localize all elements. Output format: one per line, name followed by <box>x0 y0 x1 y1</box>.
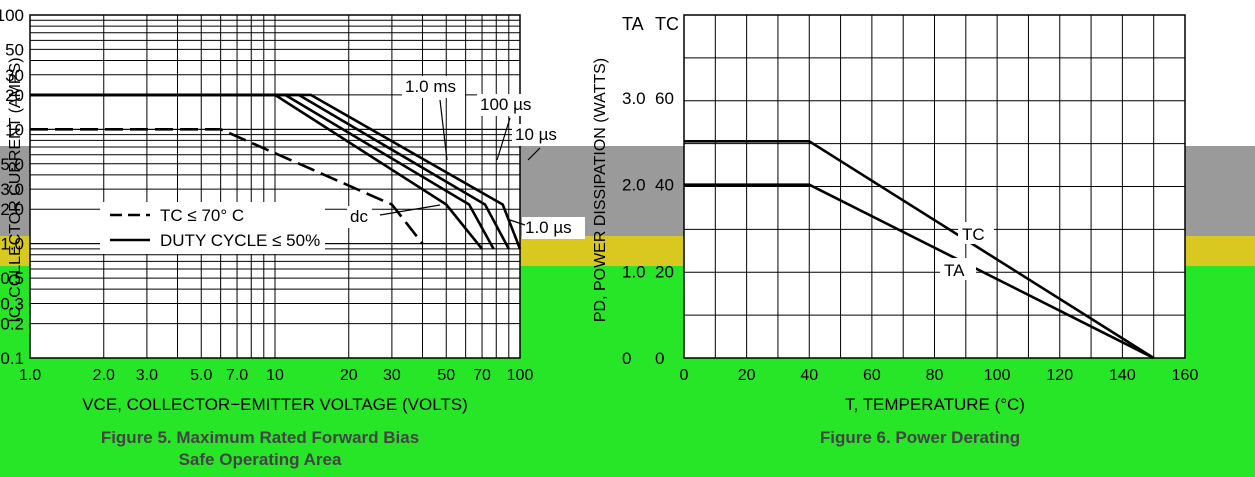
y-tick-tc: 20 <box>655 262 674 281</box>
annotation-10µs: 10 µs <box>515 125 557 144</box>
x-tick-label: 20 <box>340 367 358 384</box>
axis-header-tc: TC <box>655 14 679 34</box>
annotation-leader <box>509 219 526 226</box>
x-tick-label: 80 <box>926 367 944 384</box>
x-tick-label: 3.0 <box>136 367 158 384</box>
x-tick-label: 100 <box>984 367 1011 384</box>
y-tick-label: 10 <box>5 120 24 139</box>
y-tick-ta: 1.0 <box>622 262 646 281</box>
legend-box <box>100 202 325 254</box>
y-tick-label: 0.3 <box>0 294 24 313</box>
x-axis-title: VCE, COLLECTOR−EMITTER VOLTAGE (VOLTS) <box>82 395 468 414</box>
x-tick-label: 40 <box>800 367 818 384</box>
x-tick-label: 70 <box>473 367 491 384</box>
series-line-ta <box>684 183 1155 360</box>
series-line-3 <box>30 93 522 250</box>
y-tick-label: 0.5 <box>0 269 24 288</box>
x-axis-title: T, TEMPERATURE (°C) <box>845 395 1025 414</box>
x-tick-label: 7.0 <box>226 367 248 384</box>
annotation-bg <box>347 206 372 228</box>
annotation-10ms: 1.0 ms <box>405 77 456 96</box>
annotation-bg <box>512 124 566 146</box>
y-tick-label: 0.1 <box>0 349 24 368</box>
y-tick-tc: 40 <box>655 176 674 195</box>
x-tick-label: 10 <box>266 367 284 384</box>
annotation-leader <box>439 99 448 161</box>
annotation-100µs: 100 µs <box>480 95 531 114</box>
x-tick-label: 120 <box>1046 367 1073 384</box>
figure6-caption: Figure 6. Power Derating <box>819 428 1021 447</box>
x-tick-label: 30 <box>383 367 401 384</box>
annotation-bg <box>402 76 465 98</box>
annotation-leader <box>496 117 511 161</box>
annotation-bg <box>477 94 540 116</box>
x-tick-label: 0 <box>680 367 689 384</box>
legend-label-tc: TC ≤ 70° C <box>160 206 244 225</box>
x-tick-label: 100 <box>507 367 534 384</box>
y-tick-label: 3.0 <box>0 180 24 199</box>
y-axis-title: IC, COLLECTOR CURRENT (AMPS) <box>7 57 24 322</box>
annotation-leader <box>379 204 441 216</box>
y-tick-label: 30 <box>5 66 24 85</box>
x-tick-label: 140 <box>1109 367 1136 384</box>
annotation-leader <box>527 147 541 161</box>
y-tick-label: 50 <box>5 40 24 59</box>
x-tick-label: 2.0 <box>93 367 115 384</box>
legend-label-duty: DUTY CYCLE ≤ 50% <box>160 231 320 250</box>
x-tick-label: 20 <box>738 367 756 384</box>
y-tick-ta: 2.0 <box>622 176 646 195</box>
x-tick-label: 50 <box>437 367 455 384</box>
annotation-bg <box>522 217 585 239</box>
y-tick-tc: 0 <box>655 349 664 368</box>
series-line-tc <box>684 140 1155 360</box>
x-tick-label: 5.0 <box>190 367 212 384</box>
y-tick-ta: 3.0 <box>622 89 646 108</box>
y-tick-label: 0.2 <box>0 315 24 334</box>
y-tick-label: 100 <box>0 6 24 25</box>
annotation-dc: dc <box>350 207 368 226</box>
curve-label-tc: TC <box>962 225 985 244</box>
y-tick-ta: 0 <box>622 349 631 368</box>
x-tick-label: 60 <box>863 367 881 384</box>
x-tick-label: 160 <box>1172 367 1199 384</box>
y-tick-tc: 60 <box>655 89 674 108</box>
figure5-caption-line2: Safe Operating Area <box>178 450 342 469</box>
label-bg <box>940 258 976 280</box>
figure5-caption-line1: Figure 5. Maximum Rated Forward Bias <box>100 428 420 447</box>
y-tick-label: 1.0 <box>0 235 24 254</box>
x-tick-label: 1.0 <box>19 367 41 384</box>
series-line-4 <box>30 128 424 245</box>
label-bg <box>958 222 994 244</box>
y-tick-label: 20 <box>5 86 24 105</box>
y-tick-label: 2.0 <box>0 200 24 219</box>
curve-label-ta: TA <box>944 261 965 280</box>
axis-header-ta: TA <box>622 14 644 34</box>
y-axis-title: PD, POWER DISSIPATION (WATTS) <box>592 58 609 322</box>
y-tick-label: 5.0 <box>0 155 24 174</box>
annotation-10µs: 1.0 µs <box>525 218 572 237</box>
